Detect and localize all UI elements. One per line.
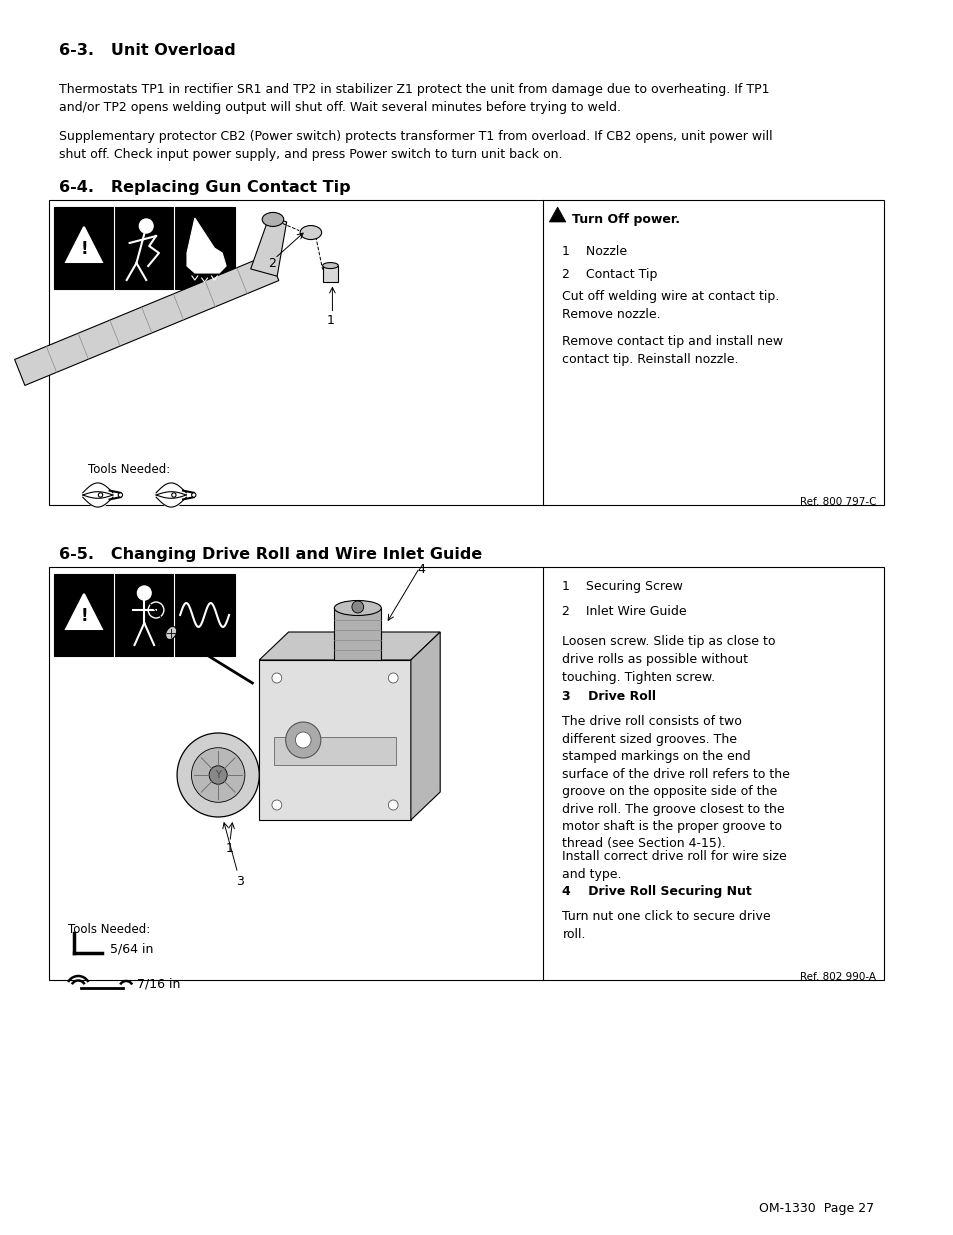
Text: 7/16 in: 7/16 in xyxy=(137,977,180,990)
Circle shape xyxy=(388,800,397,810)
Bar xyxy=(259,659,411,820)
Circle shape xyxy=(272,800,281,810)
Circle shape xyxy=(177,734,259,818)
Text: !: ! xyxy=(80,240,88,258)
Text: Turn Off power.: Turn Off power. xyxy=(572,212,679,226)
Polygon shape xyxy=(14,254,278,385)
Text: Remove contact tip and install new
contact tip. Reinstall nozzle.: Remove contact tip and install new conta… xyxy=(562,335,782,366)
Text: 5/64 in: 5/64 in xyxy=(110,942,152,956)
Text: OM-1330  Page 27: OM-1330 Page 27 xyxy=(759,1202,874,1215)
Ellipse shape xyxy=(300,226,321,240)
Circle shape xyxy=(352,601,363,613)
Text: Supplementary protector CB2 (Power switch) protects transformer T1 from overload: Supplementary protector CB2 (Power switc… xyxy=(59,130,772,161)
Text: 1: 1 xyxy=(326,314,335,326)
Ellipse shape xyxy=(262,212,283,226)
Polygon shape xyxy=(411,632,439,820)
Text: 4: 4 xyxy=(417,563,425,576)
Circle shape xyxy=(192,747,245,803)
Bar xyxy=(53,574,234,656)
Text: Turn nut one click to secure drive
roll.: Turn nut one click to secure drive roll. xyxy=(562,910,770,941)
Text: Install correct drive roll for wire size
and type.: Install correct drive roll for wire size… xyxy=(562,850,786,881)
Text: !: ! xyxy=(80,606,88,625)
Bar xyxy=(274,737,395,764)
Text: The drive roll consists of two
different sized grooves. The
stamped markings on : The drive roll consists of two different… xyxy=(562,715,789,851)
Text: 2: 2 xyxy=(268,257,275,269)
Ellipse shape xyxy=(166,626,176,640)
Polygon shape xyxy=(322,266,338,282)
Text: 2    Contact Tip: 2 Contact Tip xyxy=(562,268,658,282)
Text: Tools Needed:: Tools Needed: xyxy=(69,923,151,936)
Circle shape xyxy=(139,219,152,233)
Text: 4    Drive Roll Securing Nut: 4 Drive Roll Securing Nut xyxy=(562,885,751,898)
Ellipse shape xyxy=(322,263,338,268)
Circle shape xyxy=(272,673,281,683)
Text: Y: Y xyxy=(215,769,221,781)
Text: 3    Drive Roll: 3 Drive Roll xyxy=(562,690,656,703)
Text: 2: 2 xyxy=(143,595,151,608)
Text: Ref. 802 990-A: Ref. 802 990-A xyxy=(800,972,876,982)
Polygon shape xyxy=(66,594,102,629)
Circle shape xyxy=(192,493,195,498)
Polygon shape xyxy=(187,219,226,273)
Circle shape xyxy=(172,493,176,498)
Circle shape xyxy=(388,673,397,683)
Text: 2    Inlet Wire Guide: 2 Inlet Wire Guide xyxy=(562,605,686,618)
Circle shape xyxy=(98,493,103,498)
Text: 3: 3 xyxy=(235,876,243,888)
Text: 6-5.   Changing Drive Roll and Wire Inlet Guide: 6-5. Changing Drive Roll and Wire Inlet … xyxy=(59,547,481,562)
Circle shape xyxy=(118,493,122,498)
Text: 1: 1 xyxy=(226,842,233,855)
Text: Loosen screw. Slide tip as close to
drive rolls as possible without
touching. Ti: Loosen screw. Slide tip as close to driv… xyxy=(562,635,775,684)
Text: Thermostats TP1 in rectifier SR1 and TP2 in stabilizer Z1 protect the unit from : Thermostats TP1 in rectifier SR1 and TP2… xyxy=(59,83,768,114)
Bar xyxy=(53,207,234,289)
Text: Tools Needed:: Tools Needed: xyxy=(88,463,171,475)
Circle shape xyxy=(285,722,320,758)
Polygon shape xyxy=(259,632,439,659)
Text: 6-4.   Replacing Gun Contact Tip: 6-4. Replacing Gun Contact Tip xyxy=(59,180,350,195)
Text: 1    Securing Screw: 1 Securing Screw xyxy=(562,580,682,593)
Ellipse shape xyxy=(334,600,381,615)
Text: 6-3.   Unit Overload: 6-3. Unit Overload xyxy=(59,43,235,58)
Text: Cut off welding wire at contact tip.
Remove nozzle.: Cut off welding wire at contact tip. Rem… xyxy=(562,290,779,321)
Text: Ref. 800 797-C: Ref. 800 797-C xyxy=(800,496,876,508)
Circle shape xyxy=(209,766,227,784)
Polygon shape xyxy=(549,207,565,222)
Bar xyxy=(49,200,883,505)
Text: 1    Nozzle: 1 Nozzle xyxy=(562,245,627,258)
Circle shape xyxy=(295,732,311,748)
Polygon shape xyxy=(66,227,102,262)
Bar xyxy=(49,567,883,981)
Circle shape xyxy=(137,585,151,600)
Bar xyxy=(334,608,381,659)
Polygon shape xyxy=(251,217,286,277)
